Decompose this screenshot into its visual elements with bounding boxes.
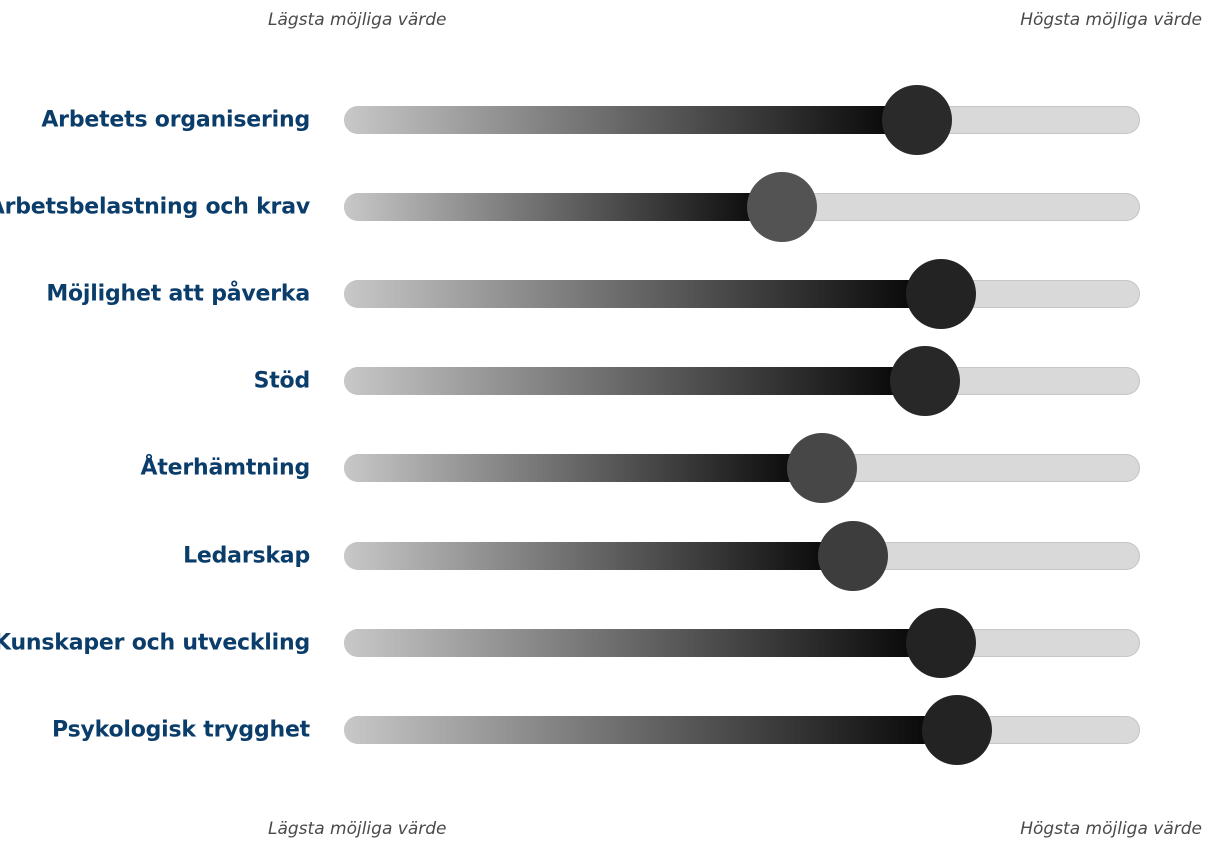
slider-track bbox=[344, 280, 1140, 309]
slider-knob bbox=[882, 85, 953, 155]
slider-track bbox=[344, 454, 1140, 483]
min-value-label-bottom: Lägsta möjliga värde bbox=[268, 819, 447, 839]
slider-fill bbox=[344, 541, 854, 570]
slider-track bbox=[344, 628, 1140, 657]
category-label: Återhämtning bbox=[140, 455, 311, 481]
slider-knob bbox=[906, 259, 976, 330]
slider-fill bbox=[344, 628, 941, 657]
slider-knob bbox=[818, 520, 889, 591]
slider-fill bbox=[344, 193, 782, 222]
slider-knob bbox=[786, 433, 857, 504]
slider-row: Ledarskap bbox=[0, 520, 1207, 591]
slider-row: Möjlighet att påverka bbox=[0, 259, 1207, 330]
min-value-label-top: Lägsta möjliga värde bbox=[268, 10, 447, 30]
category-label: Psykologisk trygghet bbox=[52, 717, 310, 743]
slider-fill bbox=[344, 106, 918, 134]
category-label: Arbetsbelastning och krav bbox=[0, 194, 310, 220]
slider-row: Psykologisk trygghet bbox=[0, 694, 1207, 765]
slider-fill bbox=[344, 715, 957, 744]
slider-track bbox=[344, 367, 1140, 396]
slider-knob bbox=[906, 607, 976, 678]
max-value-label-bottom: Högsta möjliga värde bbox=[1020, 819, 1202, 839]
category-label: Möjlighet att påverka bbox=[46, 281, 310, 307]
max-value-label-top: Högsta möjliga värde bbox=[1020, 10, 1202, 30]
slider-row: Arbetets organisering bbox=[0, 85, 1207, 155]
slider-track bbox=[344, 106, 1140, 134]
category-label: Ledarskap bbox=[183, 543, 310, 568]
slider-track bbox=[344, 715, 1140, 744]
slider-row: Återhämtning bbox=[0, 433, 1207, 504]
slider-knob bbox=[921, 694, 992, 765]
slider-fill bbox=[344, 454, 822, 483]
slider-track bbox=[344, 193, 1140, 222]
slider-fill bbox=[344, 280, 941, 309]
slider-fill bbox=[344, 367, 926, 396]
slider-knob bbox=[746, 172, 817, 243]
category-label: Kunskaper och utveckling bbox=[0, 630, 310, 656]
slider-row: Kunskaper och utveckling bbox=[0, 607, 1207, 678]
category-label: Arbetets organisering bbox=[41, 107, 310, 133]
category-label: Stöd bbox=[253, 368, 311, 394]
slider-knob bbox=[890, 346, 961, 417]
slider-row: Arbetsbelastning och krav bbox=[0, 172, 1207, 243]
slider-track bbox=[344, 541, 1140, 570]
slider-row: Stöd bbox=[0, 346, 1207, 417]
